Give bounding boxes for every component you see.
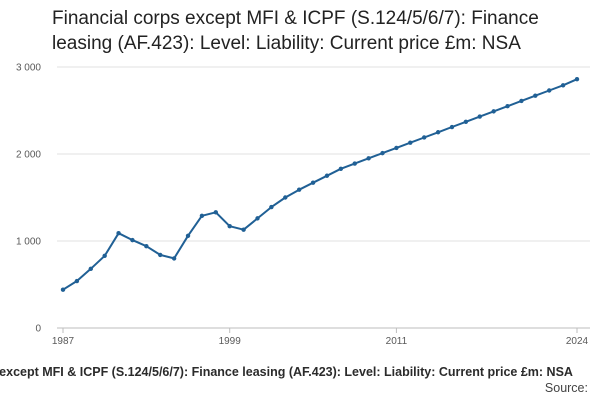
y-tick-label: 3 000 xyxy=(16,63,41,74)
x-tick-label: 2024 xyxy=(566,336,589,347)
axes xyxy=(57,327,590,333)
data-point[interactable] xyxy=(213,210,219,215)
data-point[interactable] xyxy=(158,252,163,258)
series-line xyxy=(62,78,578,291)
y-tick-label: 2 000 xyxy=(16,150,41,161)
y-tick-label: 0 xyxy=(35,324,41,335)
tick-labels: 0 1 000 2 000 3 000 1987 1999 2011 2024 xyxy=(16,63,589,348)
data-point[interactable] xyxy=(491,109,496,114)
data-point[interactable] xyxy=(88,266,93,272)
data-point[interactable] xyxy=(547,88,552,93)
data-point[interactable] xyxy=(408,140,413,145)
data-point[interactable] xyxy=(130,237,135,243)
data-point[interactable] xyxy=(533,93,538,98)
data-point[interactable] xyxy=(116,230,121,236)
data-point[interactable] xyxy=(199,213,205,218)
data-point[interactable] xyxy=(227,224,232,229)
footer-caption-text: Financial corps except MFI & ICPF (S.124… xyxy=(0,365,573,379)
data-point[interactable] xyxy=(269,204,274,210)
data-point[interactable] xyxy=(560,83,566,88)
data-point[interactable] xyxy=(477,114,482,119)
data-point[interactable] xyxy=(421,135,427,140)
data-point[interactable] xyxy=(74,278,80,284)
x-tick-label: 1999 xyxy=(219,336,242,347)
data-point[interactable] xyxy=(380,150,385,156)
y-tick-label: 1 000 xyxy=(16,237,41,248)
x-tick-label: 2011 xyxy=(386,336,408,347)
data-point[interactable] xyxy=(394,145,399,151)
footer-caption: Financial corps except MFI & ICPF (S.124… xyxy=(0,365,600,379)
data-point[interactable] xyxy=(241,227,246,232)
source-label: Source: xyxy=(544,381,588,395)
data-point[interactable] xyxy=(324,173,330,178)
x-tick-label: 1987 xyxy=(52,336,75,347)
chart-title: Financial corps except MFI & ICPF (S.124… xyxy=(52,8,539,54)
data-point[interactable] xyxy=(463,119,469,125)
data-point[interactable] xyxy=(505,103,510,109)
data-point[interactable] xyxy=(352,161,357,166)
data-point[interactable] xyxy=(519,98,524,104)
data-point[interactable] xyxy=(102,253,107,258)
data-point[interactable] xyxy=(255,216,260,221)
data-point[interactable] xyxy=(574,76,580,82)
data-point[interactable] xyxy=(60,287,66,292)
series xyxy=(60,76,580,292)
data-point[interactable] xyxy=(283,195,288,200)
data-point[interactable] xyxy=(435,130,441,135)
data-point[interactable] xyxy=(449,124,455,130)
data-point[interactable] xyxy=(366,156,371,161)
data-point[interactable] xyxy=(338,166,344,171)
data-point[interactable] xyxy=(185,233,191,238)
data-point[interactable] xyxy=(296,187,302,192)
data-point[interactable] xyxy=(144,244,149,249)
data-point[interactable] xyxy=(310,180,316,185)
data-point[interactable] xyxy=(171,256,177,261)
